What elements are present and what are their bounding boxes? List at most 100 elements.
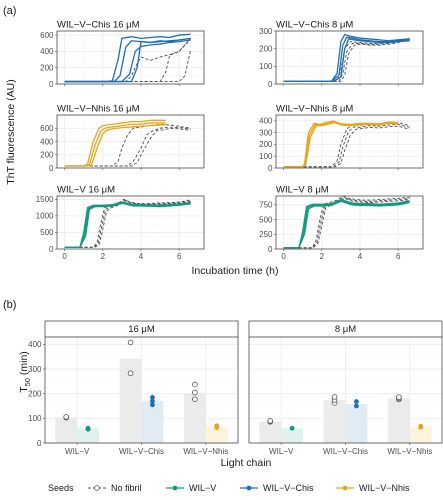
ts-y-tick-label: 100 bbox=[259, 152, 273, 161]
ts-y-tick-label: 0 bbox=[49, 164, 54, 173]
bar-facet-0: 16 μM 0 100 200 300 400 WIL−V WIL−V−Chis WIL−V−N… bbox=[28, 320, 239, 456]
bar-facet-title: 16 μM bbox=[128, 324, 155, 335]
bar bbox=[119, 358, 142, 443]
ts-x-tick-label: 2 bbox=[320, 252, 325, 261]
ts-x-tick-label: 6 bbox=[177, 252, 182, 261]
ts-panel-5: WIL−V 8 μM 0 2 4 6 0 250 500 750 bbox=[259, 185, 424, 261]
ts-series-line bbox=[64, 202, 191, 248]
ts-panel-title: WIL−V 8 μM bbox=[276, 185, 329, 196]
ts-series-line bbox=[283, 200, 410, 249]
ts-series-line bbox=[64, 200, 191, 248]
bar-facet-1: 8 μM WIL−V WIL−V−Chis WIL−V−Nhis bbox=[248, 320, 443, 456]
ts-xlabel: Incubation time (h) bbox=[192, 265, 279, 277]
ts-panel-2: WIL−V−Nhis 16 μM 0 200 400 600 bbox=[40, 104, 205, 173]
bar-category-label: WIL−V−Nhis bbox=[387, 447, 432, 456]
legend-item-2: WIL−V−Chis bbox=[240, 483, 314, 493]
legend-label: WIL−V−Chis bbox=[263, 483, 314, 493]
ts-panel-1: WIL−V−Chis 8 μM 0 100 200 300 bbox=[259, 20, 424, 89]
ts-series-line bbox=[64, 123, 191, 167]
bar bbox=[259, 421, 282, 443]
ts-y-tick-label: 600 bbox=[40, 124, 54, 133]
ts-y-tick-label: 200 bbox=[40, 151, 54, 160]
data-point bbox=[289, 425, 295, 431]
ts-panel-title: WIL−V−Nhis 8 μM bbox=[276, 104, 353, 115]
legend-label: WIL−V−Nhis bbox=[359, 483, 410, 493]
legend-marker bbox=[342, 485, 348, 491]
bar-category-label: WIL−V−Chis bbox=[119, 447, 164, 456]
bar-category-label: WIL−V−Chis bbox=[323, 447, 368, 456]
bar-ylabel: T50 (min) bbox=[18, 351, 32, 393]
bar bbox=[77, 428, 100, 443]
legend-item-0: No fibril bbox=[88, 483, 142, 493]
ts-series-line bbox=[64, 199, 191, 248]
bar-category-label: WIL−V bbox=[269, 447, 294, 456]
data-point bbox=[267, 418, 274, 424]
legend-label: WIL−V bbox=[189, 483, 216, 493]
bar-facet-strip bbox=[45, 321, 238, 337]
bar-y-tick-label: 100 bbox=[28, 414, 42, 423]
bar-y-tick-label: 200 bbox=[28, 389, 42, 398]
ts-series-line bbox=[64, 201, 191, 248]
data-point bbox=[214, 423, 220, 429]
bar-facet-frame bbox=[44, 320, 239, 444]
ts-y-tick-label: 400 bbox=[259, 117, 273, 126]
ts-series-line bbox=[283, 38, 410, 82]
ts-series-line bbox=[283, 121, 399, 168]
ts-y-tick-label: 0 bbox=[268, 164, 273, 173]
ts-plot-frame bbox=[275, 30, 424, 85]
ts-panel-4: WIL−V 16 μM 0 2 4 6 0 500 1000 1500 bbox=[36, 185, 205, 261]
bar bbox=[55, 417, 78, 443]
ts-y-tick-label: 200 bbox=[259, 140, 273, 149]
data-point bbox=[150, 402, 155, 408]
bar-ylabel-unit: (min) bbox=[18, 351, 30, 378]
bar-ylabel-sub: 50 bbox=[23, 378, 32, 386]
ts-plot-frame bbox=[56, 114, 205, 169]
bar-y-tick-label: 300 bbox=[28, 365, 42, 374]
ts-plot-frame bbox=[275, 195, 424, 250]
bar bbox=[183, 393, 206, 443]
data-point bbox=[331, 394, 338, 400]
ts-panel-title: WIL−V−Chis 16 μM bbox=[57, 20, 140, 31]
bar bbox=[387, 398, 410, 443]
ts-y-tick-label: 0 bbox=[268, 80, 273, 89]
legend-item-3: WIL−V−Nhis bbox=[336, 483, 410, 493]
ts-series-line bbox=[64, 124, 166, 167]
ts-panel-title: WIL−V−Nhis 16 μM bbox=[57, 104, 140, 115]
ts-panel-title: WIL−V 16 μM bbox=[57, 185, 115, 196]
ts-ylabel: ThT fluorescence (AU) bbox=[5, 79, 17, 184]
data-point bbox=[150, 394, 155, 400]
bar-xlabel: Light chain bbox=[221, 457, 272, 469]
ts-series-line bbox=[283, 39, 410, 82]
bar bbox=[409, 426, 432, 443]
ts-y-tick-label: 400 bbox=[40, 47, 54, 56]
ts-y-tick-label: 0 bbox=[49, 80, 54, 89]
ts-panel-0: WIL−V−Chis 16 μM 0 200 400 600 bbox=[40, 20, 205, 89]
data-point bbox=[127, 339, 134, 346]
ts-plot-frame bbox=[275, 114, 424, 169]
legend-marker bbox=[94, 485, 100, 491]
legend-label: No fibril bbox=[111, 483, 142, 493]
ts-y-tick-label: 300 bbox=[259, 128, 273, 137]
legend: Seeds No fibril WIL−V WIL−V−Chis WIL−V−Nhis bbox=[48, 483, 410, 493]
ts-y-tick-label: 0 bbox=[49, 245, 54, 254]
ts-y-tick-label: 400 bbox=[40, 137, 54, 146]
legend-marker bbox=[172, 485, 178, 491]
panel-b-label: (b) bbox=[3, 299, 16, 311]
bar-y-tick-label: 0 bbox=[37, 439, 42, 448]
ts-y-tick-label: 500 bbox=[259, 215, 273, 224]
ts-series-line bbox=[64, 127, 191, 167]
ts-plot-frame bbox=[56, 195, 205, 250]
ts-series-line bbox=[64, 198, 191, 248]
ts-y-tick-label: 1000 bbox=[36, 212, 54, 221]
ts-x-tick-label: 0 bbox=[281, 252, 286, 261]
data-point bbox=[418, 423, 424, 429]
data-point bbox=[396, 394, 402, 400]
legend-title: Seeds bbox=[48, 483, 74, 493]
ts-y-tick-label: 0 bbox=[268, 245, 273, 254]
ts-y-tick-label: 750 bbox=[259, 201, 273, 210]
t50-bar-chart: 16 μM 0 100 200 300 400 WIL−V WIL−V−Chis WIL−V−N… bbox=[28, 320, 443, 456]
ts-x-tick-label: 4 bbox=[139, 252, 144, 261]
bar-facet-frame bbox=[248, 320, 443, 444]
ts-series-line bbox=[283, 198, 410, 249]
